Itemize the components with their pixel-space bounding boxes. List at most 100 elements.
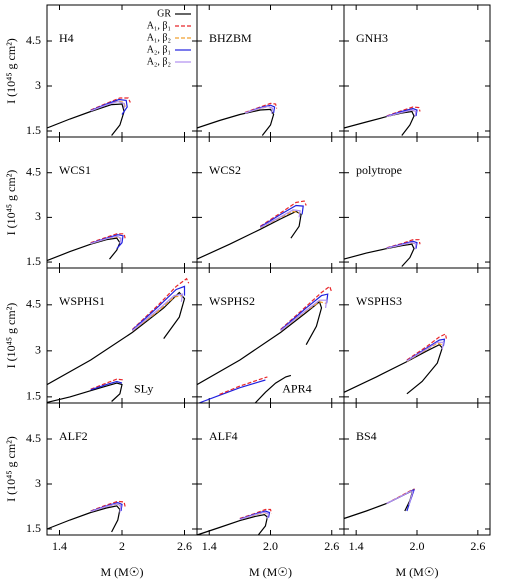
panel-label: WSPHS1 [59,294,105,308]
series-line [386,241,417,250]
series-line [280,301,326,332]
series-line [90,503,122,513]
series-line [406,342,443,362]
x-tick-label: 1.4 [52,539,67,553]
series-line [198,379,266,404]
series-line [90,378,125,390]
series-line [406,341,445,362]
series-line [196,513,269,536]
panel-frame [343,267,491,404]
y-tick-label: 4.5 [26,431,41,445]
panel-label: WCS1 [59,163,91,177]
y-tick-label: 3 [35,476,41,490]
y-tick-label: 4.5 [26,33,41,47]
x-tick-label: 2.6 [470,539,485,553]
x-axis-label: M (M☉) [395,565,438,579]
legend-label: GR [157,8,171,19]
series-line [259,200,307,227]
y-tick-label: 3 [35,209,41,223]
x-tick-label: 2.0 [263,539,278,553]
panel-frame [343,136,491,269]
y-tick-label: 1.5 [26,521,41,535]
series-line [386,109,417,118]
y-tick-label: 3 [35,78,41,92]
series-line [244,105,274,114]
panel-frame [196,402,345,536]
x-tick-label: 1.4 [202,539,217,553]
series-line [219,376,268,395]
panel-label: H4 [59,31,74,45]
series-line [343,488,414,520]
series-line [260,210,300,229]
series-line [343,243,415,267]
series-line [343,110,415,136]
panel-label: BS4 [356,429,377,443]
series-line [46,237,121,262]
panel-frame [196,4,345,138]
series-line [90,100,125,112]
series-line [280,293,329,331]
series-line [239,511,270,520]
y-axis-label: I (10⁴⁵ g cm²) [4,170,18,236]
series-line [131,285,186,331]
series-line [386,107,418,117]
series-line [254,374,292,404]
series-line [46,505,121,533]
panel-label: ALF2 [59,429,88,443]
y-tick-label: 4.5 [26,297,41,311]
series-line [239,508,273,520]
legend-label: A₁, β₂ [147,32,171,43]
x-tick-label: 2.6 [324,539,339,553]
series-line [90,380,123,391]
series-line [406,333,447,361]
y-tick-label: 3 [35,343,41,357]
y-tick-label: 1.5 [26,254,41,268]
x-tick-label: 2.6 [177,539,192,553]
y-axis-label: I (10⁴⁵ g cm²) [4,38,18,104]
series-line [196,108,275,136]
series-line [196,300,323,386]
series-line [386,239,421,249]
series-line [46,382,123,403]
series-line [46,103,125,136]
series-line [386,490,414,506]
x-tick-label: 2 [119,539,125,553]
series-line [343,343,443,395]
panel-label: WCS2 [209,163,241,177]
series-line [196,210,302,260]
panel-frame [46,136,198,269]
series-line [90,97,131,111]
x-axis-label: M (M☉) [249,565,292,579]
panel-label: ALF4 [209,429,238,443]
x-tick-label: 1.4 [349,539,364,553]
y-tick-label: 1.5 [26,123,41,137]
x-axis-label: M (M☉) [100,565,143,579]
series-line [90,98,128,115]
panel-frame [196,267,345,404]
panel-label: BHZBM [209,31,252,45]
panel-label: WSPHS2 [209,294,255,308]
legend-label: A₁, β₁ [147,20,171,31]
series-line [280,299,328,332]
curve-label: SLy [134,381,153,395]
series-line [259,204,304,228]
panel-label: WSPHS3 [356,294,402,308]
series-line [244,102,278,113]
legend-label: A₂, β₁ [147,44,171,55]
y-tick-label: 1.5 [26,389,41,403]
panel-frame [46,402,198,536]
panel-frame [196,136,345,269]
series-line [90,500,126,512]
panel-label: polytrope [356,163,402,177]
legend-label: A₂, β₂ [147,56,171,67]
series-line [386,106,421,117]
series-line [280,285,333,330]
series-line [260,209,301,229]
panel-label: GNH3 [356,31,388,45]
curve-label: APR4 [282,381,311,395]
y-axis-label: I (10⁴⁵ g cm²) [4,436,18,502]
series-line [132,293,184,332]
series-line [90,235,122,245]
series-line [132,295,183,332]
